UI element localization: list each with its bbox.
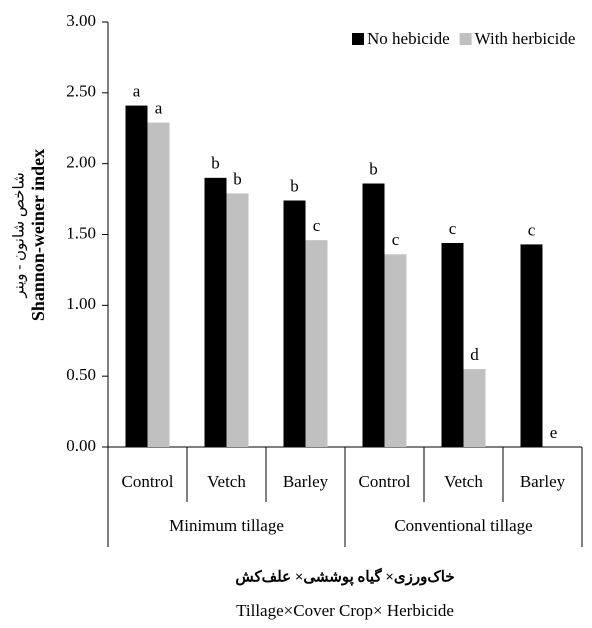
x-axis-label-fa: خاک‌ورزی× گیاه پوششی× علف‌کش: [235, 567, 454, 586]
bar: [283, 200, 306, 447]
bar: [441, 243, 464, 447]
letter-label: c: [392, 230, 400, 249]
letter-label: b: [290, 176, 299, 195]
x-tick-label: Control: [359, 472, 411, 491]
y-tick-label: 0.00: [66, 436, 96, 455]
legend-swatch: [352, 33, 364, 45]
legend-swatch: [459, 33, 472, 45]
bar: [362, 183, 385, 447]
y-tick-label: 1.00: [66, 294, 96, 313]
group-label: Conventional tillage: [394, 516, 532, 535]
bar: [204, 177, 227, 448]
y-tick-label: 0.50: [66, 365, 96, 384]
letter-label: b: [211, 154, 220, 173]
letter-label: c: [528, 220, 536, 239]
letter-label: b: [233, 169, 242, 188]
legend-label: No hebicide: [367, 29, 450, 48]
bar: [305, 240, 328, 447]
x-tick-label: Vetch: [444, 472, 483, 491]
bar: [463, 369, 486, 447]
group-label: Minimum tillage: [169, 516, 284, 535]
y-tick-label: 1.50: [66, 223, 96, 242]
y-tick-label: 3.00: [66, 11, 96, 30]
letter-label: c: [449, 219, 457, 238]
x-tick-label: Vetch: [207, 472, 246, 491]
y-tick-label: 2.50: [66, 82, 96, 101]
letter-label: b: [369, 159, 378, 178]
x-axis-label: Tillage×Cover Crop× Herbicide: [236, 601, 454, 620]
legend-label: With herbicide: [475, 29, 576, 48]
letter-label: e: [550, 423, 558, 442]
letter-label: d: [470, 345, 479, 364]
x-tick-label: Barley: [520, 472, 566, 491]
bar: [384, 254, 407, 447]
letter-label: a: [155, 98, 163, 117]
y-axis-label-fa: شاخص شانون - وینر: [11, 172, 27, 298]
bar: [520, 244, 543, 447]
bar: [147, 122, 170, 447]
bar: [226, 193, 249, 447]
letter-label: a: [133, 81, 141, 100]
x-tick-label: Barley: [283, 472, 329, 491]
x-tick-label: Control: [122, 472, 174, 491]
y-tick-label: 2.00: [66, 153, 96, 172]
y-axis-label: Shannon-weiner index: [28, 149, 48, 321]
letter-label: c: [313, 216, 321, 235]
bar: [125, 105, 148, 447]
